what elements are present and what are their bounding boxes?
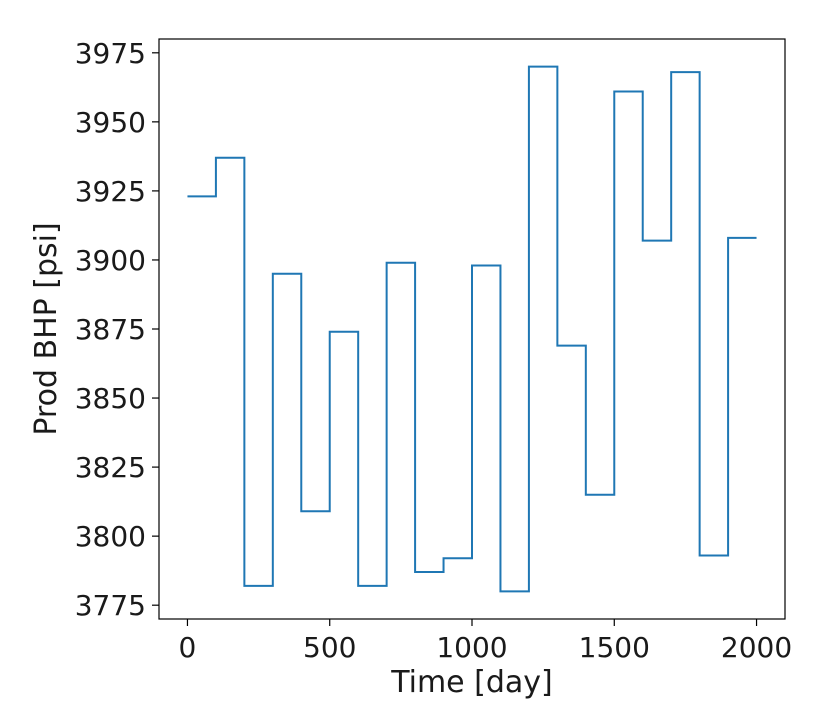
- x-tick-label: 2000: [721, 631, 792, 664]
- x-axis: 0 500 1000 1500 2000: [179, 619, 792, 664]
- x-tick-label: 1000: [436, 631, 507, 664]
- y-tick-label: 3825: [75, 451, 146, 484]
- y-tick-label: 3950: [75, 106, 146, 139]
- plot-area: [158, 38, 786, 620]
- x-axis-title: Time [day]: [390, 665, 553, 700]
- x-tick-label: 1500: [579, 631, 650, 664]
- y-tick-label: 3850: [75, 382, 146, 415]
- y-tick-label: 3800: [75, 520, 146, 553]
- y-tick-label: 3775: [75, 589, 146, 622]
- series-line-0: [187, 65, 757, 593]
- y-axis-title: Prod BHP [psi]: [29, 222, 64, 435]
- y-axis: 3775 3800 3825 3850 3875 3900 3925 3950 3975: [75, 37, 159, 622]
- x-tick-label: 500: [303, 631, 356, 664]
- y-tick-label: 3900: [75, 244, 146, 277]
- y-tick-label: 3925: [75, 175, 146, 208]
- x-tick-label: 0: [179, 631, 197, 664]
- y-tick-label: 3975: [75, 37, 146, 70]
- y-tick-label: 3875: [75, 313, 146, 346]
